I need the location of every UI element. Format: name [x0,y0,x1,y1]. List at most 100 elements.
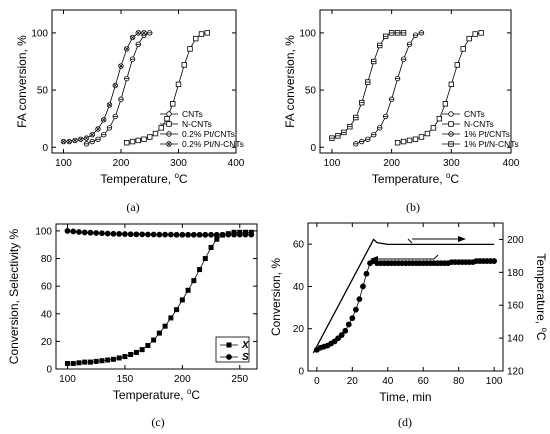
legend-marker [448,131,454,137]
data-point [382,33,389,40]
data-point [128,352,134,357]
data-point [412,136,419,142]
data-point [99,358,105,364]
data-point [167,231,174,238]
data-point [187,46,193,52]
data-point [197,267,203,273]
data-point [83,141,90,147]
data-point [400,30,407,36]
data-point [208,231,214,238]
data-point [424,130,431,137]
legend-label: S [242,352,249,363]
data-point [83,135,90,141]
y2-tick-label: 180 [507,268,524,279]
data-point [359,138,365,145]
data-point [133,231,140,238]
data-point [66,138,72,145]
plot-frame [319,9,512,154]
chart-panel-b: 100 200 300 400 0 50 100 Temperature, oC FA conv… [283,9,520,214]
data-point [214,236,220,242]
data-point [170,101,176,107]
data-point [430,125,437,131]
data-point [190,231,197,238]
data-point [139,231,146,238]
data-point [204,30,210,36]
data-point [179,231,186,238]
data-point [95,136,101,142]
data-point [141,30,147,36]
data-point [116,231,123,237]
data-point [110,230,117,237]
data-point [93,230,100,236]
data-point [145,343,151,349]
data-point [89,131,95,138]
y-tick-label: 100 [299,28,316,39]
y-tick-label: 20 [41,337,53,348]
data-point [352,306,359,313]
data-point [400,138,407,145]
plot-frame [55,223,258,370]
data-point [196,231,203,238]
panel-caption: (d) [398,415,412,429]
x-tick-label: 60 [418,376,430,387]
x-tick-label: 0 [314,376,320,387]
arrow-left-tail [433,254,439,260]
legend-marker [166,131,172,137]
data-point [76,360,82,366]
data-point [388,96,395,102]
y2-axis-label: Temperature, oC [534,253,549,341]
data-point [448,81,455,88]
y-tick-label: 100 [35,226,52,237]
data-point [124,75,130,82]
series-line-1 [312,238,495,354]
data-point [89,138,95,145]
data-point [400,56,407,62]
y-tick-label: 0 [298,367,304,378]
data-point [99,230,105,237]
legend-marker [166,121,172,127]
data-point [342,327,349,334]
data-point [78,136,84,142]
data-point [371,131,377,138]
data-point [412,32,419,38]
data-point [179,297,185,303]
data-point [144,231,151,238]
data-point [174,307,180,313]
series-line-0 [67,231,252,364]
data-point [359,99,365,106]
data-point [365,79,371,85]
x-tick-label: 400 [228,158,245,169]
data-point [191,278,197,284]
legend: XS [215,336,250,363]
series-line-3 [331,32,404,139]
y2-tick-label: 140 [507,334,524,345]
y-axis-label: Conversion, Selectivity % [7,228,21,364]
data-point [156,330,162,336]
y2-tick-label: 120 [507,367,524,378]
x-axis-label: Time, min [379,390,431,404]
data-point [129,34,136,41]
data-point [141,136,147,142]
data-point [93,358,99,364]
data-point [219,231,226,238]
data-point [122,231,128,237]
y-axis-label: Conversion, % [269,258,283,336]
data-point [129,56,136,62]
data-point [341,129,347,136]
y-tick-label: 50 [305,86,317,97]
legend-label: 0.2% Pt/N-CNTs [182,139,244,149]
data-point [81,229,88,236]
x-tick-label: 250 [231,374,248,385]
data-point [418,30,425,36]
data-point [382,113,389,120]
data-point [112,82,118,89]
panel-caption: (c) [151,415,164,429]
data-point [106,125,113,131]
data-point [185,231,191,238]
legend-label: CNTs [182,109,203,119]
axis-arrows [370,236,466,262]
data-point [162,231,169,238]
legend-marker [166,111,172,117]
y-tick-label: 40 [293,282,305,293]
